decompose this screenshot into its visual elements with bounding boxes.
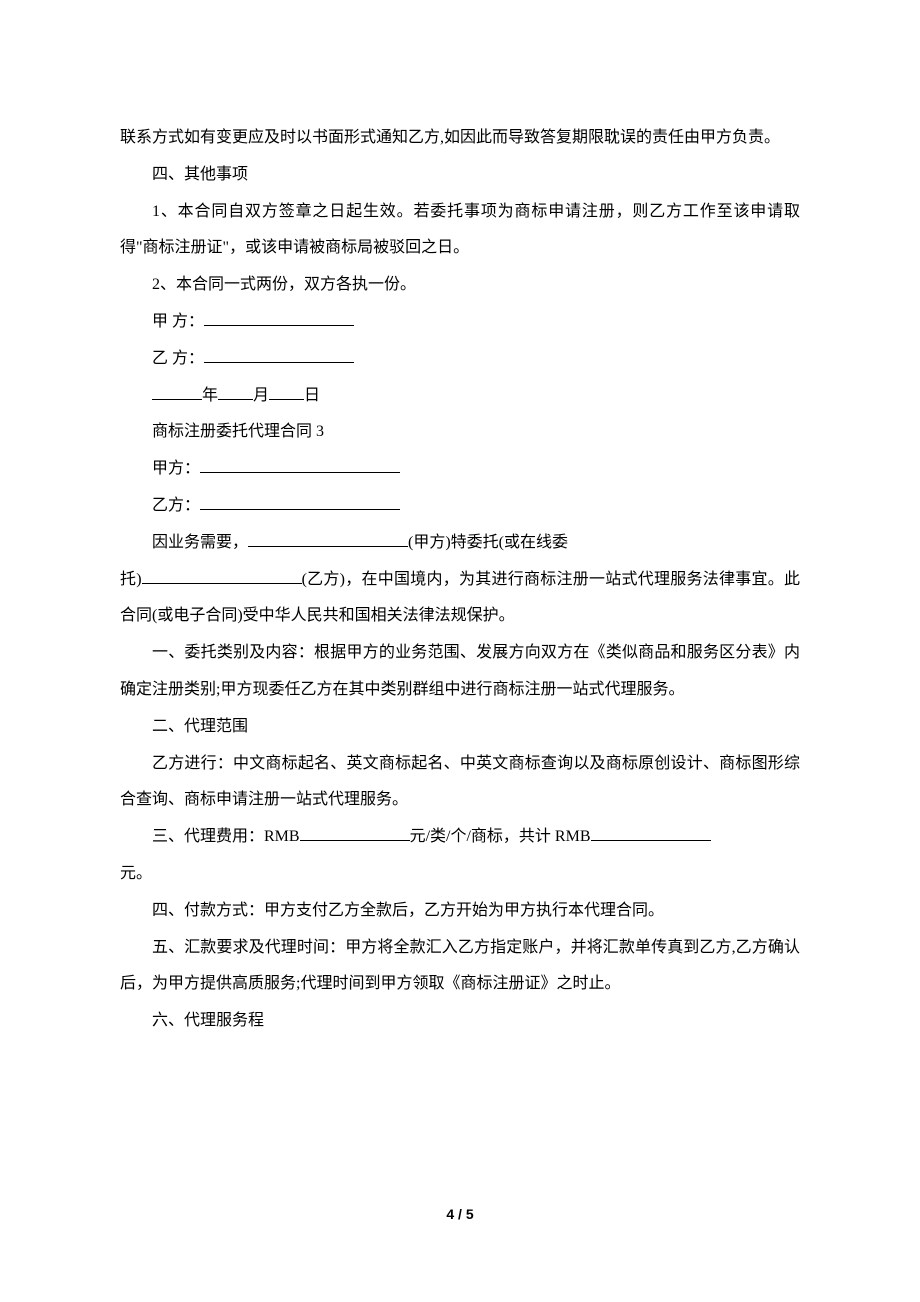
section-2-heading: 二、代理范围: [120, 709, 800, 746]
document-page: 联系方式如有变更应及时以书面形式通知乙方,如因此而导致答复期限耽误的责任由甲方负…: [0, 0, 920, 1100]
rmb-total-blank: [591, 825, 711, 841]
party-a-blank-2: [200, 457, 400, 473]
party-b-label: 乙 方：: [152, 350, 204, 367]
heading-section-4: 四、其他事项: [120, 157, 800, 194]
party-a-label-2: 甲方：: [152, 460, 200, 477]
section-3-yuan: 元。: [120, 856, 800, 893]
day-label: 日: [304, 387, 320, 404]
section-5-remittance: 五、汇款要求及代理时间：甲方将全款汇入乙方指定账户，并将汇款单传真到乙方,乙方确…: [120, 930, 800, 1004]
entrust-continuation: 托)(乙方)，在中国境内，为其进行商标注册一站式代理服务法律事宜。此合同(或电子…: [120, 562, 800, 636]
paragraph-item-1: 1、本合同自双方签章之日起生效。若委托事项为商标申请注册，则乙方工作至该申请取得…: [120, 194, 800, 268]
page-footer: 4 / 5: [0, 1206, 920, 1222]
text-segment: 托): [120, 571, 142, 588]
party-a-line: 甲 方：: [120, 304, 800, 341]
paragraph-contact-change: 联系方式如有变更应及时以书面形式通知乙方,如因此而导致答复期限耽误的责任由甲方负…: [120, 120, 800, 157]
month-label: 月: [253, 387, 269, 404]
section-2-content: 乙方进行：中文商标起名、英文商标起名、中英文商标查询以及商标原创设计、商标图形综…: [120, 746, 800, 820]
date-line: 年月日: [120, 378, 800, 415]
year-label: 年: [202, 387, 218, 404]
text-segment: 因业务需要，: [152, 534, 248, 551]
section-1-content: 一、委托类别及内容：根据甲方的业务范围、发展方向双方在《类似商品和服务区分表》内…: [120, 635, 800, 709]
business-need-paragraph: 因业务需要， (甲方)特委托(或在线委: [120, 525, 800, 562]
party-b-entrust-blank: [142, 568, 302, 584]
party-b-blank: [204, 347, 354, 363]
section-6-service: 六、代理服务程: [120, 1003, 800, 1040]
month-blank: [218, 384, 253, 400]
text-segment: (甲方)特委托(或在线委: [408, 534, 568, 551]
party-a-label: 甲 方：: [152, 313, 204, 330]
paragraph-item-2: 2、本合同一式两份，双方各执一份。: [120, 267, 800, 304]
party-b-blank-2: [200, 494, 400, 510]
day-blank: [269, 384, 304, 400]
party-b-line: 乙 方：: [120, 341, 800, 378]
page-number: 4 / 5: [446, 1206, 473, 1222]
party-a-entrust-blank: [248, 531, 408, 547]
text-segment: 三、代理费用：RMB: [152, 828, 300, 845]
party-a-blank: [204, 310, 354, 326]
party-b-label-2: 乙方：: [152, 497, 200, 514]
party-b-line-2: 乙方：: [120, 488, 800, 525]
party-a-line-2: 甲方：: [120, 451, 800, 488]
year-blank: [152, 384, 202, 400]
rmb-unit-blank: [300, 825, 410, 841]
contract-title-3: 商标注册委托代理合同 3: [120, 414, 800, 451]
section-4-payment: 四、付款方式：甲方支付乙方全款后，乙方开始为甲方执行本代理合同。: [120, 893, 800, 930]
text-segment: 元/类/个/商标，共计 RMB: [410, 828, 591, 845]
section-3-fees: 三、代理费用：RMB 元/类/个/商标，共计 RMB: [120, 819, 800, 856]
